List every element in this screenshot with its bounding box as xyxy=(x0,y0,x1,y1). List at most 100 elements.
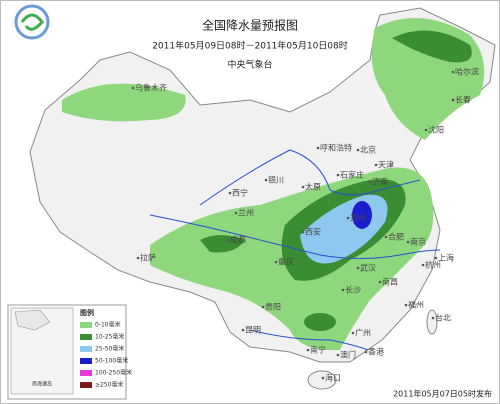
city-dot xyxy=(364,350,368,354)
city-dot xyxy=(274,260,278,264)
city-label: 乌鲁木齐 xyxy=(135,83,167,93)
city-dot xyxy=(368,180,372,184)
legend-label: 100-250毫米 xyxy=(95,369,132,377)
city-dot xyxy=(136,256,140,260)
city-label: 武汉 xyxy=(360,263,376,273)
city-dot xyxy=(316,146,320,150)
issued-date: 2011年05月07日05时发布 xyxy=(393,389,492,399)
city-label: 北京 xyxy=(360,145,376,155)
city-label: 银川 xyxy=(268,175,284,185)
legend-label: 25-50毫米 xyxy=(95,345,124,353)
city-label: 沈阳 xyxy=(428,125,444,135)
city-dot xyxy=(336,353,340,357)
city-dot xyxy=(406,240,410,244)
city-dot xyxy=(346,216,350,220)
city-dot xyxy=(356,266,360,270)
logo-swirl xyxy=(20,13,44,31)
city-dot xyxy=(341,288,345,292)
legend-swatch xyxy=(80,382,92,388)
legend-swatch xyxy=(80,358,92,364)
rain-area-light xyxy=(62,83,186,122)
period: 2011年05月09日08时－2011年05月10日08时 xyxy=(152,40,348,52)
city-label: 福州 xyxy=(408,301,424,310)
city-dot xyxy=(351,331,355,335)
city-label: 太原 xyxy=(305,182,321,192)
legend-swatch xyxy=(80,334,92,340)
city-label: 天津 xyxy=(378,160,394,170)
city-dot xyxy=(261,305,265,309)
city-label: 杭州 xyxy=(425,260,441,270)
city-label: 重庆 xyxy=(278,257,294,267)
legend-items: 0-10毫米 10-25毫米 25-50毫米 50-100毫米 100-250毫米 ≥25… xyxy=(80,321,132,389)
legend-swatch xyxy=(80,322,92,328)
city-label: 南昌 xyxy=(382,277,398,287)
city-dot xyxy=(421,263,425,267)
legend-title: 图例 xyxy=(80,308,94,317)
city-dot xyxy=(384,235,388,239)
city-dot xyxy=(264,178,268,182)
city-label: 海口 xyxy=(325,373,341,383)
legend-label: 50-100毫米 xyxy=(95,357,128,365)
city-dot xyxy=(374,163,378,167)
city-label: 呼和浩特 xyxy=(320,143,352,153)
city-dot xyxy=(451,70,455,74)
city-label: 广州 xyxy=(355,328,371,338)
city-dot xyxy=(336,173,340,177)
city-dot xyxy=(234,211,238,215)
city-label: 南宁 xyxy=(310,345,326,355)
river xyxy=(199,149,421,206)
legend-label: ≥250毫米 xyxy=(95,381,123,389)
city-label: 兰州 xyxy=(238,208,254,218)
city-dot xyxy=(378,280,382,284)
city-dot xyxy=(434,256,438,260)
rain-area-storm xyxy=(352,201,372,229)
city-label: 西宁 xyxy=(232,188,248,198)
city-label: 成都 xyxy=(230,235,246,245)
city-label: 澳门 xyxy=(340,350,356,360)
legend-swatch xyxy=(80,346,92,352)
city-label: 贵阳 xyxy=(265,302,281,312)
title: 全国降水量预报图 xyxy=(202,18,298,33)
city-dot xyxy=(431,316,435,320)
logo xyxy=(14,4,50,40)
city-label: 哈尔滨 xyxy=(455,67,479,77)
city-label: 合肥 xyxy=(388,232,404,242)
issuer: 中央气象台 xyxy=(227,59,272,71)
city-label: 拉萨 xyxy=(140,253,156,263)
city-label: 昆明 xyxy=(245,326,261,335)
city-label: 长沙 xyxy=(345,285,361,295)
legend-swatch xyxy=(80,370,92,376)
city-dot xyxy=(356,148,360,152)
inset-label: 南海诸岛 xyxy=(32,381,52,388)
river xyxy=(249,329,369,351)
taiwan xyxy=(426,309,438,335)
city-dot xyxy=(404,303,408,307)
city-label: 香港 xyxy=(368,347,384,357)
legend-label: 10-25毫米 xyxy=(95,333,124,341)
city-dot xyxy=(451,98,455,102)
hainan xyxy=(307,370,337,390)
inset-land xyxy=(14,309,51,331)
rain-area-moderate xyxy=(304,313,336,331)
rain-area-moderate xyxy=(200,235,245,253)
city-label: 上海 xyxy=(438,253,454,263)
city-label: 西安 xyxy=(305,227,321,237)
city-label: 济南 xyxy=(372,177,388,187)
city-dot xyxy=(301,185,305,189)
city-dot xyxy=(131,86,135,90)
city-label: 石家庄 xyxy=(340,170,364,180)
city-label: 长春 xyxy=(455,95,471,105)
city-label: 台北 xyxy=(435,313,451,323)
city-dot xyxy=(226,238,230,242)
city-label: 南京 xyxy=(410,237,426,247)
city-dot xyxy=(301,230,305,234)
legend-label: 0-10毫米 xyxy=(95,321,121,329)
river xyxy=(149,214,441,259)
rain-area-moderate xyxy=(392,30,472,63)
city-dot xyxy=(241,328,245,332)
city-dot xyxy=(321,376,325,380)
city-dot xyxy=(228,191,232,195)
city-dot xyxy=(306,348,310,352)
